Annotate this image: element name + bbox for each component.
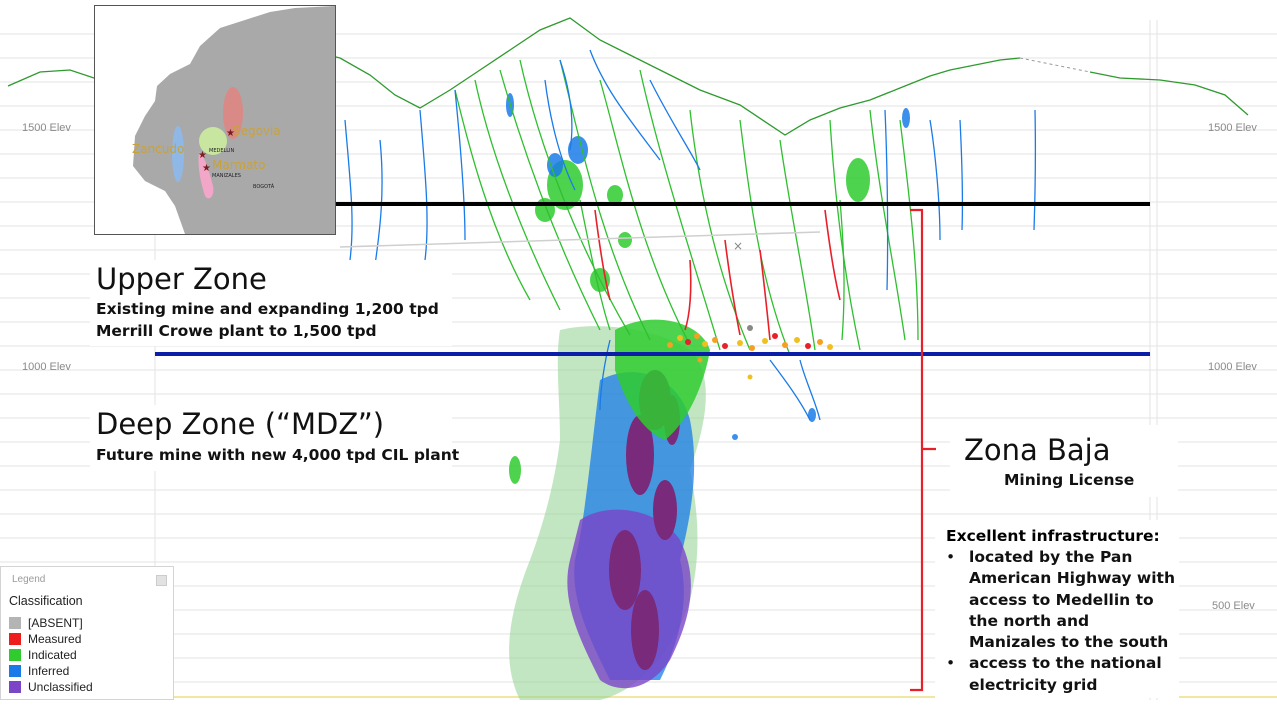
legend-item-label: [ABSENT] [28,616,83,630]
bullet-icon: • [946,548,956,566]
legend-item-indicated: Indicated [9,647,93,663]
legend-items: [ABSENT] Measured Indicated Inferred Unc… [9,615,93,695]
map-label-bogota: BOGOTÁ [253,183,275,190]
zona-baja-panel: Zona Baja Mining License [950,425,1178,497]
legend-swatch [9,649,21,661]
legend-swatch [9,665,21,677]
zona-baja-subtitle: Mining License [1004,471,1135,489]
zona-baja-bracket [910,208,936,692]
map-label-segovia: Segovia [233,124,281,138]
legend-item-absent: [ABSENT] [9,615,93,631]
map-label-marmato: Marmato [212,158,266,172]
infrastructure-heading: Excellent infrastructure: [946,527,1160,545]
location-map-inset: N Segovia Zancudo Marmato MEDELLIN MANIZ… [94,5,336,235]
legend-item-unclassified: Unclassified [9,679,93,695]
legend-item-label: Unclassified [28,680,93,694]
legend-item-label: Indicated [28,648,77,662]
measured-dots [667,325,833,380]
location-map: N Segovia Zancudo Marmato MEDELLIN MANIZ… [105,6,335,234]
legend-close-icon[interactable] [156,575,167,586]
map-north-arrow: N [105,12,113,25]
infrastructure-item: • located by the Pan American Highway wi… [946,547,1179,653]
elev-label-1000-right: 1000 Elev [1208,361,1257,373]
map-label-manizales: MANIZALES [212,173,241,179]
infrastructure-panel: Excellent infrastructure: • located by t… [935,520,1179,698]
indicated-cluster [615,319,710,440]
vein-traces-green [454,59,919,356]
legend-title: Legend [12,574,46,585]
map-label-medellin: MEDELLIN [209,148,235,154]
upper-zone-line2: Merrill Crowe plant to 1,500 tpd [96,322,377,340]
elev-label-500-right: 500 Elev [1212,600,1255,612]
map-label-zancudo: Zancudo [132,142,184,156]
map-star-segovia: ★ [226,128,235,139]
bullet-icon: • [946,654,956,673]
marmato-belt [198,152,214,199]
legend-panel: Legend Classification [ABSENT] Measured … [0,566,174,700]
grey-section-line [339,231,821,248]
deep-zone-panel: Deep Zone (“MDZ”) Future mine with new 4… [90,405,459,471]
legend-heading: Classification [9,594,83,608]
infrastructure-item: • access to the national electricity gri… [946,653,1179,696]
legend-item-label: Inferred [28,664,70,678]
legend-item-measured: Measured [9,631,93,647]
legend-item-inferred: Inferred [9,663,93,679]
infrastructure-item-text: located by the Pan American Highway with… [969,548,1175,652]
upper-zone-line1: Existing mine and expanding 1,200 tpd [96,300,439,318]
legend-swatch [9,681,21,693]
vein-traces-red [594,209,841,341]
deep-zone-title: Deep Zone (“MDZ”) [96,407,385,441]
map-star-medellin: ★ [198,150,207,161]
elev-label-1500-right: 1500 Elev [1208,122,1257,134]
topography-line-dashed [1019,57,1091,73]
segovia-belt [223,87,243,139]
legend-swatch [9,633,21,645]
zona-baja-title: Zona Baja [964,433,1111,467]
legend-swatch [9,617,21,629]
deep-zone-line1: Future mine with new 4,000 tpd CIL plant [96,446,460,464]
topography-line-east [1089,71,1249,116]
cross-marker: × [733,239,743,253]
upper-zone-panel: Upper Zone Existing mine and expanding 1… [90,260,452,346]
vein-traces-blue [344,49,1037,421]
map-star-marmato: ★ [202,163,211,174]
zancudo-belt [172,126,184,182]
upper-zone-title: Upper Zone [96,262,267,296]
infrastructure-list: • located by the Pan American Highway wi… [935,547,1179,696]
elev-label-1000-left: 1000 Elev [22,361,71,373]
infrastructure-item-text: access to the national electricity grid [969,654,1162,694]
batholith-area [199,127,227,155]
elev-label-1500-left: 1500 Elev [22,122,71,134]
legend-item-label: Measured [28,632,82,646]
